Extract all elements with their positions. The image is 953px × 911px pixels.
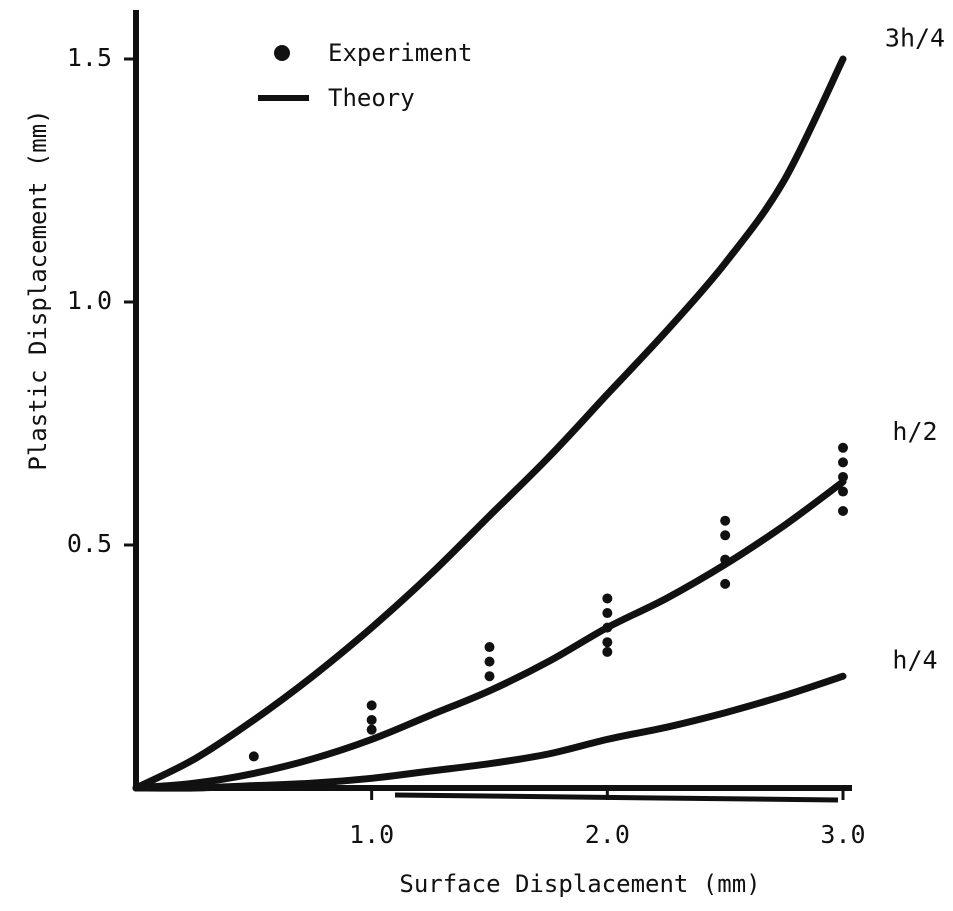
experiment-point xyxy=(484,642,495,653)
axes xyxy=(133,10,852,803)
experiment-point xyxy=(602,646,613,657)
experiment-point xyxy=(720,554,731,565)
curve-label-h-4: h/4 xyxy=(892,646,937,675)
legend-theory-label: Theory xyxy=(328,84,415,112)
x-tick-label: 2.0 xyxy=(585,820,630,849)
experiment-point xyxy=(484,656,495,667)
experiment-point xyxy=(248,751,259,762)
theory-curve-h-2 xyxy=(132,478,847,792)
x-tick-label: 1.0 xyxy=(349,820,394,849)
legend-experiment-label: Experiment xyxy=(328,39,473,67)
experiment-point xyxy=(720,515,731,526)
legend: Experiment Theory xyxy=(258,39,473,112)
experiment-point xyxy=(838,442,848,453)
ticks: 1.0 2.0 3.0 0.5 1.0 1.5 xyxy=(67,43,866,849)
experiment-point xyxy=(366,714,377,725)
curve-label-3h-4: 3h/4 xyxy=(885,24,945,53)
experiment-point xyxy=(602,593,613,604)
y-tick-label: 1.5 xyxy=(67,43,112,72)
experiment-points xyxy=(248,442,848,762)
experiment-point xyxy=(366,700,377,711)
experiment-point xyxy=(838,486,848,497)
experiment-point xyxy=(602,608,613,619)
experiment-point xyxy=(838,457,848,468)
theory-curve-3h-4 xyxy=(132,55,847,792)
experiment-point xyxy=(484,671,495,682)
curve-labels: 3h/4 h/2 h/4 xyxy=(885,24,945,675)
curve-label-h-2: h/2 xyxy=(892,417,937,446)
y-tick-label: 0.5 xyxy=(67,529,112,558)
x-axis-title: Surface Displacement (mm) xyxy=(399,870,760,898)
experiment-point xyxy=(720,530,731,541)
legend-experiment-marker xyxy=(274,45,290,61)
y-axis-title: Plastic Displacement (mm) xyxy=(24,109,52,470)
experiment-point xyxy=(720,578,731,589)
experiment-point xyxy=(838,505,848,516)
x-tick-label: 3.0 xyxy=(820,820,865,849)
baseline-stroke xyxy=(394,792,839,803)
y-tick-label: 1.0 xyxy=(67,286,112,315)
experiment-point xyxy=(602,622,613,633)
theory-curve-h-4 xyxy=(132,672,847,792)
experiment-point xyxy=(602,637,613,648)
experiment-point xyxy=(366,724,377,735)
experiment-point xyxy=(838,471,848,482)
